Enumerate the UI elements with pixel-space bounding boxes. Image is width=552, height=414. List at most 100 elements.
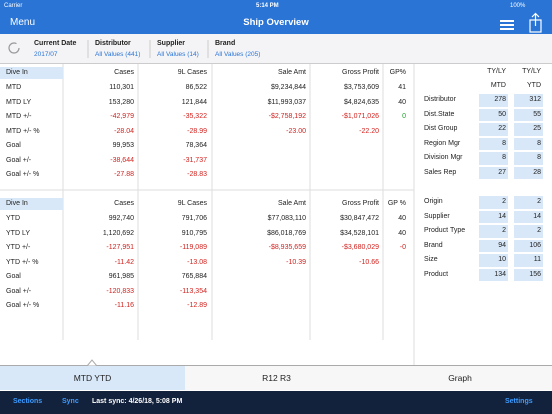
cell: 40: [398, 215, 406, 222]
side-label[interactable]: Distributor: [424, 96, 456, 103]
sections-button[interactable]: Sections: [13, 398, 43, 405]
cell: $86,018,769: [267, 229, 306, 237]
share-icon[interactable]: [529, 12, 542, 33]
side-value[interactable]: 10: [479, 254, 508, 267]
filter-label[interactable]: Supplier: [157, 40, 186, 47]
dive-in-header[interactable]: Dive In: [0, 67, 63, 79]
cell: -11.42: [114, 258, 134, 266]
side-value[interactable]: 11: [514, 254, 543, 267]
cell: -$3,680,029: [341, 244, 379, 251]
row-label: MTD: [6, 84, 22, 91]
side-header: TY/LY: [487, 68, 506, 75]
last-sync: Last sync: 4/26/18, 5:08 PM: [92, 398, 183, 405]
cell: 153,280: [108, 98, 134, 106]
settings-button[interactable]: Settings: [505, 398, 533, 405]
dive-in-header[interactable]: Dive In: [0, 198, 63, 210]
side-value[interactable]: 55: [514, 108, 543, 121]
side-value[interactable]: 2: [479, 225, 508, 238]
refresh-icon[interactable]: [8, 42, 20, 54]
cell: -12.89: [187, 302, 207, 309]
cell: 961,985: [108, 273, 134, 280]
filter-label[interactable]: Current Date: [34, 40, 77, 47]
row-label: YTD: [6, 215, 20, 222]
column-header: Cases: [114, 200, 134, 207]
row-label: YTD LY: [6, 229, 30, 237]
side-value[interactable]: 22: [479, 123, 508, 136]
side-label[interactable]: Size: [424, 256, 438, 263]
sync-button[interactable]: Sync: [62, 398, 79, 405]
side-value[interactable]: 50: [479, 108, 508, 121]
cell: $4,824,635: [343, 98, 379, 106]
tab[interactable]: Graph: [368, 366, 552, 390]
cell: -31,737: [183, 156, 207, 164]
side-value[interactable]: 312: [514, 94, 543, 107]
cell: 992,740: [108, 215, 134, 222]
side-value[interactable]: 27: [479, 166, 508, 179]
side-label[interactable]: Product Type: [424, 227, 466, 234]
list-icon[interactable]: [500, 20, 514, 30]
side-value[interactable]: 2: [514, 196, 543, 209]
side-value[interactable]: 28: [514, 166, 543, 179]
side-label[interactable]: Dist Group: [424, 125, 458, 132]
tab[interactable]: R12 R3: [185, 366, 368, 390]
side-value[interactable]: 8: [479, 152, 508, 165]
side-label[interactable]: Product: [424, 270, 449, 278]
column-header: Cases: [114, 69, 134, 76]
filter-label[interactable]: Distributor: [95, 40, 131, 47]
side-value[interactable]: 2: [514, 225, 543, 238]
side-value[interactable]: 94: [479, 239, 508, 252]
footer-bar: [0, 391, 552, 414]
row-label: Goal +/- %: [6, 302, 40, 309]
cell: $34,528,101: [340, 229, 379, 237]
row-label: YTD +/- %: [6, 258, 39, 266]
menu-button[interactable]: Menu: [10, 17, 36, 28]
side-value[interactable]: 134: [479, 268, 508, 281]
row-label: Goal +/- %: [6, 171, 40, 178]
filter-value[interactable]: 2017/07: [34, 51, 58, 58]
side-value[interactable]: 8: [514, 137, 543, 150]
cell: -28.99: [187, 127, 207, 135]
side-value[interactable]: 25: [514, 123, 543, 136]
cell: -127,951: [106, 244, 134, 251]
filter-value[interactable]: All Values (14): [157, 51, 199, 58]
cell: $30,847,472: [340, 215, 379, 222]
side-label[interactable]: Supplier: [424, 212, 450, 220]
row-label: Goal +/-: [6, 287, 32, 295]
cell: 765,884: [181, 273, 207, 280]
filter-label[interactable]: Brand: [215, 40, 236, 47]
cell: -$1,071,026: [341, 113, 379, 120]
cell: 910,795: [181, 229, 207, 237]
cell: -42,979: [110, 113, 134, 120]
cell: 1,120,692: [102, 229, 134, 237]
cell: -28.04: [114, 127, 134, 135]
side-value[interactable]: 14: [479, 210, 508, 223]
filter-value[interactable]: All Values (205): [215, 51, 261, 58]
column-header: Gross Profit: [342, 69, 379, 76]
side-label[interactable]: Region Mgr: [424, 139, 461, 147]
nav-bar: [0, 0, 552, 34]
side-header: TY/LY: [522, 68, 541, 75]
side-label[interactable]: Origin: [424, 198, 443, 205]
side-label[interactable]: Division Mgr: [424, 154, 463, 161]
column-header: GP %: [387, 200, 406, 207]
cell: 99,953: [112, 142, 134, 149]
tab[interactable]: MTD YTD: [0, 366, 185, 390]
side-label[interactable]: Dist.State: [424, 110, 455, 118]
side-value[interactable]: 2: [479, 196, 508, 209]
side-label[interactable]: Sales Rep: [424, 168, 457, 176]
side-value[interactable]: 8: [479, 137, 508, 150]
side-label[interactable]: Brand: [424, 241, 443, 249]
side-value[interactable]: 156: [514, 268, 543, 281]
side-value[interactable]: 278: [479, 94, 508, 107]
cell: 121,844: [181, 98, 207, 106]
side-value[interactable]: 106: [514, 239, 543, 252]
time: 5:14 PM: [256, 3, 279, 9]
side-value[interactable]: 8: [514, 152, 543, 165]
cell: 78,364: [185, 142, 207, 149]
cell: -120,833: [106, 287, 134, 295]
filter-value[interactable]: All Values (441): [95, 51, 141, 58]
cell: -10.66: [359, 258, 379, 266]
side-value[interactable]: 14: [514, 210, 543, 223]
